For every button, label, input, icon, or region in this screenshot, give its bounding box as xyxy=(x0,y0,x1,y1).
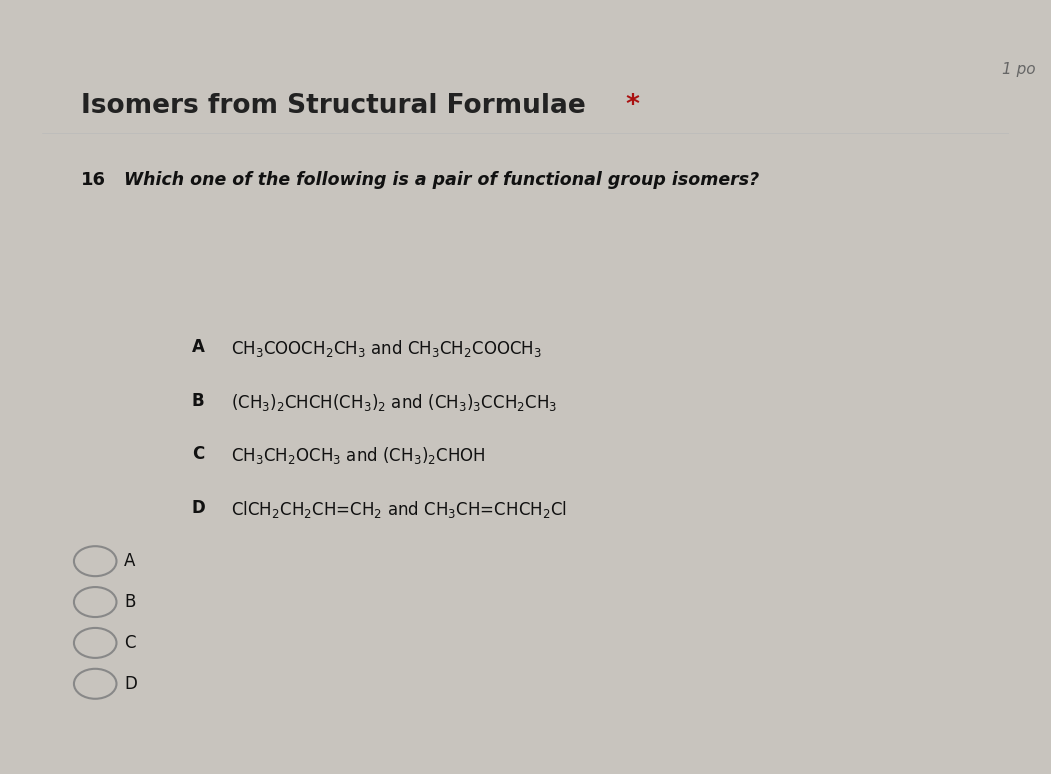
Text: Which one of the following is a pair of functional group isomers?: Which one of the following is a pair of … xyxy=(124,171,760,189)
Text: C: C xyxy=(124,634,136,652)
Text: A: A xyxy=(124,552,136,570)
Text: A: A xyxy=(192,337,205,356)
Text: 16: 16 xyxy=(81,171,106,189)
Text: ClCH$_2$CH$_2$CH=CH$_2$ and CH$_3$CH=CHCH$_2$Cl: ClCH$_2$CH$_2$CH=CH$_2$ and CH$_3$CH=CHC… xyxy=(230,499,566,520)
Text: (CH$_3$)$_2$CHCH(CH$_3$)$_2$ and (CH$_3$)$_3$CCH$_2$CH$_3$: (CH$_3$)$_2$CHCH(CH$_3$)$_2$ and (CH$_3$… xyxy=(230,392,557,413)
Text: C: C xyxy=(192,445,204,463)
Text: 1 po: 1 po xyxy=(1002,62,1035,77)
Text: B: B xyxy=(124,593,136,611)
Text: D: D xyxy=(192,499,206,517)
Text: CH$_3$CH$_2$OCH$_3$ and (CH$_3$)$_2$CHOH: CH$_3$CH$_2$OCH$_3$ and (CH$_3$)$_2$CHOH xyxy=(230,445,486,466)
Text: B: B xyxy=(192,392,205,410)
Text: CH$_3$COOCH$_2$CH$_3$ and CH$_3$CH$_2$COOCH$_3$: CH$_3$COOCH$_2$CH$_3$ and CH$_3$CH$_2$CO… xyxy=(230,337,541,359)
Text: *: * xyxy=(617,93,640,118)
Text: D: D xyxy=(124,675,137,693)
Text: Isomers from Structural Formulae: Isomers from Structural Formulae xyxy=(81,93,585,118)
